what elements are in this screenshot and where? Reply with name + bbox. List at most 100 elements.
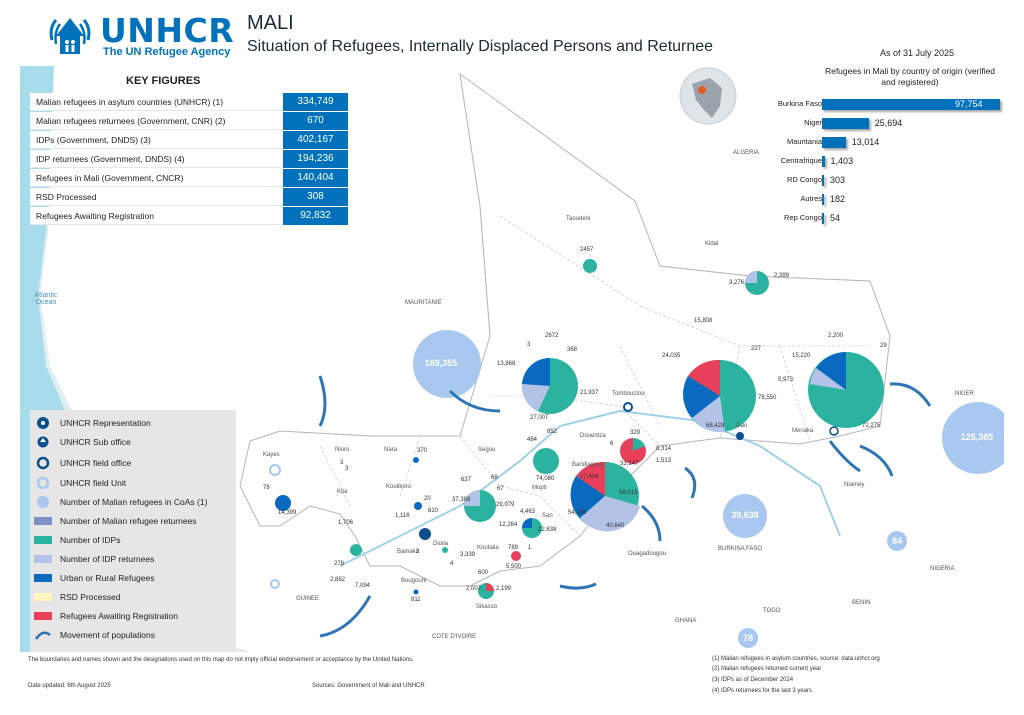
origin-value: 1,403 (830, 156, 854, 166)
map-value-label: 29,979 (496, 502, 515, 508)
label-douentza: Douentza (580, 433, 606, 439)
map-value-label: 78,550 (758, 395, 777, 401)
label-taoudeni: Taoudeni (566, 216, 591, 222)
coa-bubble-togo (738, 628, 758, 648)
awaiting-swatch (34, 612, 52, 620)
urban-refugees-swatch (34, 574, 52, 582)
origin-bar (822, 137, 846, 148)
page-title: MALI (247, 12, 294, 34)
origin-value: 54 (830, 213, 841, 223)
field-office-icon (36, 456, 50, 470)
brand-name: UNHCR (100, 11, 235, 50)
label-algeria: ALGERIA (733, 150, 760, 156)
unhcr-representation-icon (419, 528, 431, 540)
key-figure-row: Malian refugees returnees (Government, C… (30, 112, 348, 130)
label-san: San (542, 513, 553, 519)
label-kayes: Kayes (263, 452, 280, 458)
date-updated: Date updated: 6th August 2025 (28, 683, 111, 689)
origin-chart-row: Rep Congo 54 (750, 210, 1010, 226)
key-figure-value: 308 (283, 188, 348, 206)
legend-label: Refugees Awaiting Registration (60, 611, 178, 621)
key-figure-label: Malian refugees in asylum countries (UNH… (30, 93, 282, 111)
label-atlantic: Atlantic Ocean (34, 292, 58, 306)
sub-office-icon (736, 432, 744, 440)
map-value-label: 27,404 (580, 474, 599, 480)
map-value-label: 2,882 (330, 577, 346, 583)
legend-label: UNHCR Representation (60, 418, 151, 428)
pie-mopti (533, 448, 559, 474)
map-value-label: 27,007 (530, 415, 549, 421)
origin-chart-row: Autres 182 (750, 191, 1010, 207)
map-value-label: 789 (508, 545, 519, 551)
origin-chart-row: Centrafrique 1,403 (750, 153, 1010, 169)
footnote: (1) Malian refugees in asylum countries,… (712, 656, 880, 662)
field-unit-icon (270, 579, 280, 589)
label-guinee: GUINEE (296, 596, 320, 602)
map-value-label: 3 (345, 466, 349, 472)
map-value-label: 227 (751, 346, 762, 352)
map-value-label: 278 (334, 561, 345, 567)
pie-koutiala (511, 551, 521, 561)
origin-country-label: RD Congo (786, 175, 822, 184)
key-figure-value: 194,236 (283, 150, 348, 168)
map-value-label: 21,937 (580, 390, 599, 396)
key-figure-label: Malian refugees returnees (Government, C… (30, 112, 282, 130)
map-value-label: 810 (428, 508, 439, 514)
field-unit-icon (269, 464, 281, 476)
label-nigeria: NIGERIA (930, 566, 955, 572)
situation-map (20, 66, 1004, 652)
legend-label: Number of Malian refugees in CoAs (1) (60, 497, 208, 507)
niger-river (339, 409, 841, 567)
pie-kidal (745, 271, 769, 295)
map-value-label: 5,500 (506, 564, 522, 570)
map-value-label: 13,868 (497, 361, 516, 367)
key-figure-value: 402,167 (283, 131, 348, 149)
idps-swatch (34, 536, 52, 544)
map-value-label: 68,428 (706, 423, 725, 429)
legend-label: Number of Malian refugee returnees (60, 516, 197, 526)
coa-bubble-icon (37, 496, 49, 508)
movement-arrow-icon (34, 631, 51, 640)
map-value-label: 370 (417, 448, 428, 454)
disclaimer: The boundaries and names shown and the d… (28, 657, 414, 663)
origin-country-label: Rep Congo (784, 213, 822, 222)
label-ghana: GHANA (675, 618, 697, 624)
origin-chart-row: Burkina Faso 97,754 (750, 96, 1010, 112)
map-value-label: 2,007 (466, 586, 482, 592)
map-value-label: 600 (478, 570, 489, 576)
coa-bubble-niger (942, 402, 1004, 474)
legend-label: UNHCR field office (60, 458, 132, 468)
origin-bar (822, 175, 824, 186)
map-value-label: 852 (547, 429, 558, 435)
returnees-swatch (34, 517, 52, 525)
legend-label: Number of IDP returnees (60, 554, 155, 564)
map-value-label: 14,399 (278, 510, 297, 516)
map-value-label: 329 (630, 430, 641, 436)
key-figure-row: Refugees in Mali (Government, CNCR) 140,4… (30, 169, 348, 187)
map-value-label: 368 (567, 347, 578, 353)
origin-chart-row: Niger 25,694 (750, 115, 1010, 131)
movement-arrows (318, 375, 932, 638)
map-value-label: 74,080 (536, 476, 555, 482)
map-value-label: 58,013 (619, 490, 638, 496)
origin-country-label: Niger (804, 118, 822, 127)
map-value-label: 484 (527, 437, 538, 443)
map-value-label: 22,838 (538, 527, 557, 533)
label-tombouctou: Tombouctou (612, 391, 645, 397)
key-figure-row: Refugees Awaiting Registration 92,832 (30, 207, 348, 225)
map-value-label: 12,264 (499, 522, 518, 528)
label-nara: Nara (384, 447, 398, 453)
pie-tombouctou (521, 357, 578, 414)
map-value-label: 15,220 (792, 353, 811, 359)
origin-chart-row: Mauritania 13,014 (750, 134, 1010, 150)
origin-country-label: Centrafrique (780, 156, 822, 165)
coa-value-mauritania: 169,355 (424, 358, 458, 368)
legend-panel (30, 410, 236, 652)
map-value-label: 20 (424, 496, 431, 502)
key-figure-value: 140,404 (283, 169, 348, 187)
map-value-label: 2672 (545, 333, 559, 339)
label-koutiala: Koutiala (477, 545, 499, 551)
pie-bamako (350, 544, 362, 556)
pie-nara (413, 457, 419, 463)
legend-label: RSD Processed (60, 592, 121, 602)
